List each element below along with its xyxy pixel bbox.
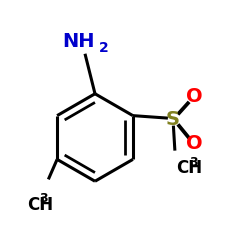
Text: NH: NH xyxy=(62,32,95,51)
Text: 3: 3 xyxy=(39,192,48,205)
Text: O: O xyxy=(186,88,202,106)
Text: CH: CH xyxy=(176,160,202,178)
Text: CH: CH xyxy=(27,196,53,214)
Text: S: S xyxy=(166,110,180,129)
Text: 2: 2 xyxy=(99,41,108,55)
Text: 3: 3 xyxy=(190,156,198,169)
Text: O: O xyxy=(186,134,202,152)
